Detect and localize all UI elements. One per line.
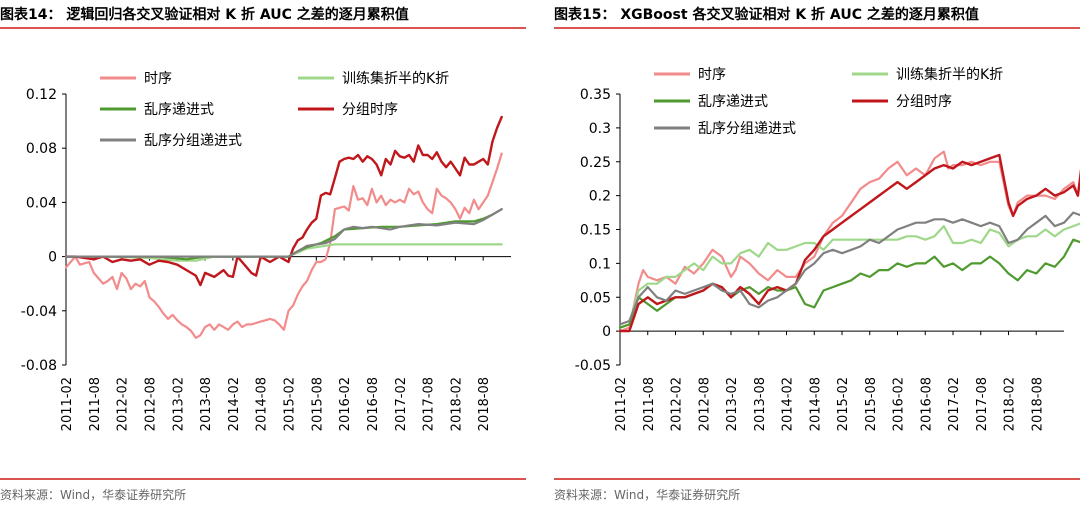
series-line: [64, 208, 503, 258]
title-divider: [554, 27, 1080, 29]
series-line: [618, 222, 1080, 329]
x-tick-label: 2013-02: [725, 377, 740, 431]
source-note: 资料来源：Wind，华泰证券研究所: [0, 488, 187, 502]
y-tick-label: 0.05: [580, 290, 611, 306]
y-tick-label: 0: [48, 250, 57, 266]
x-tick-label: 2018-08: [1030, 377, 1045, 431]
x-tick-label: 2017-02: [394, 377, 409, 431]
y-tick-label: -0.08: [21, 358, 57, 374]
series-line: [64, 152, 503, 339]
x-tick-label: 2017-08: [422, 377, 437, 431]
x-tick-label: 2012-08: [697, 377, 712, 431]
y-tick-label: 0: [602, 324, 611, 340]
x-tick-label: 2018-02: [449, 377, 464, 431]
x-tick-label: 2015-02: [836, 377, 851, 431]
x-tick-label: 2012-08: [143, 377, 158, 431]
x-tick-label: 2011-08: [642, 377, 657, 431]
x-tick-label: 2017-02: [947, 377, 962, 431]
y-tick-label: 0.35: [580, 87, 611, 103]
legend-label: 乱序递进式: [698, 94, 768, 110]
legend-label: 时序: [144, 71, 172, 87]
series-line: [64, 208, 503, 261]
legend-label: 训练集折半的K折: [342, 70, 449, 87]
y-tick-label: 0.08: [26, 141, 57, 157]
legend-label: 乱序递进式: [144, 102, 214, 118]
series-line: [618, 153, 1080, 333]
x-tick-label: 2012-02: [116, 377, 131, 431]
y-tick-label: 0.04: [26, 195, 57, 211]
figure-15: 图表15： XGBoost 各交叉验证相对 K 折 AUC 之差的逐月累积值 0…: [554, 0, 1080, 510]
series-line: [618, 211, 1080, 326]
y-tick-label: 0.12: [26, 87, 57, 103]
source-note: 资料来源：Wind，华泰证券研究所: [554, 488, 741, 502]
y-tick-label: 0.15: [580, 223, 611, 239]
x-tick-label: 2017-08: [975, 377, 990, 431]
figure-14: 图表14： 逻辑回归各交叉验证相对 K 折 AUC 之差的逐月累积值 0.12 0…: [0, 0, 526, 510]
x-tick-label: 2011-08: [88, 377, 103, 431]
x-tick-label: 2013-08: [199, 377, 214, 431]
x-tick-label: 2015-08: [864, 377, 879, 431]
x-tick-label: 2016-08: [919, 377, 934, 431]
legend-label: 时序: [698, 67, 726, 83]
x-tick-label: 2011-02: [60, 377, 75, 431]
y-tick-label: -0.04: [21, 304, 57, 320]
y-tick-label: 0.1: [589, 256, 611, 272]
legend-label: 训练集折半的K折: [896, 66, 1003, 83]
series-line: [618, 150, 1080, 333]
series-line: [64, 115, 503, 287]
x-tick-label: 2016-02: [892, 377, 907, 431]
x-tick-label: 2014-02: [227, 377, 242, 431]
footer-divider: [0, 478, 526, 480]
y-tick-label: -0.05: [575, 358, 611, 374]
x-tick-label: 2013-08: [753, 377, 768, 431]
x-tick-label: 2016-02: [338, 377, 353, 431]
x-tick-label: 2014-08: [808, 377, 823, 431]
x-tick-label: 2018-02: [1003, 377, 1018, 431]
legend-label: 分组时序: [342, 102, 398, 118]
figure-title: 图表14： 逻辑回归各交叉验证相对 K 折 AUC 之差的逐月累积值: [0, 7, 409, 23]
x-tick-label: 2013-02: [171, 377, 186, 431]
x-tick-label: 2016-08: [366, 377, 381, 431]
legend-label: 乱序分组递进式: [698, 121, 796, 137]
footer-divider: [554, 478, 1080, 480]
title-divider: [0, 27, 526, 29]
series-line: [618, 238, 1080, 329]
legend-label: 乱序分组递进式: [144, 133, 242, 149]
x-tick-label: 2014-08: [255, 377, 270, 431]
y-tick-label: 0.3: [589, 121, 611, 137]
legend-label: 分组时序: [896, 94, 952, 110]
figure-title: 图表15： XGBoost 各交叉验证相对 K 折 AUC 之差的逐月累积值: [554, 7, 979, 23]
x-tick-label: 2011-02: [614, 377, 629, 431]
x-tick-label: 2015-02: [283, 377, 298, 431]
x-tick-label: 2015-08: [310, 377, 325, 431]
y-tick-label: 0.2: [589, 189, 611, 205]
x-tick-label: 2014-02: [781, 377, 796, 431]
x-tick-label: 2018-08: [477, 377, 492, 431]
y-tick-label: 0.25: [580, 155, 611, 171]
x-tick-label: 2012-02: [670, 377, 685, 431]
